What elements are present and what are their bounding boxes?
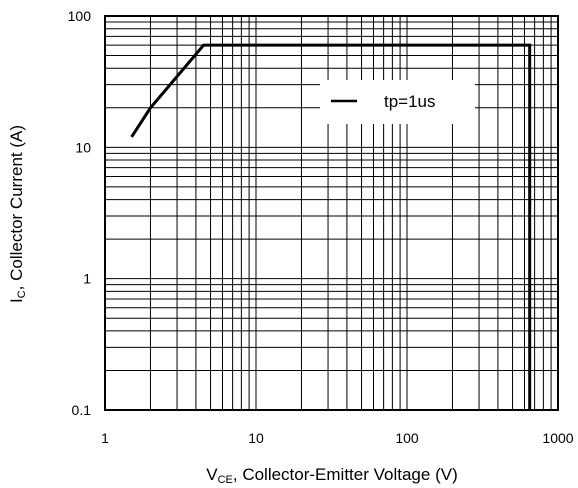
grid	[105, 15, 559, 410]
legend-label: tp=1us	[384, 92, 436, 111]
x-tick-label-1000: 1000	[542, 430, 573, 446]
x-tick-label-100: 100	[395, 430, 419, 446]
y-tick-label-10: 10	[75, 139, 91, 155]
y-axis-title: IC, Collector Current (A)	[7, 125, 28, 303]
series-line-0	[130, 43, 532, 410]
x-axis-title: VCE, Collector-Emitter Voltage (V)	[206, 465, 457, 486]
y-tick-label-0.1: 0.1	[72, 402, 92, 418]
plot-frame	[104, 15, 559, 411]
series-group	[130, 43, 532, 410]
y-tick-label-1: 1	[83, 271, 91, 287]
x-tick-label-1: 1	[101, 430, 109, 446]
x-tick-label-10: 10	[248, 430, 264, 446]
y-tick-label-100: 100	[68, 8, 92, 24]
legend: tp=1us	[320, 80, 475, 124]
